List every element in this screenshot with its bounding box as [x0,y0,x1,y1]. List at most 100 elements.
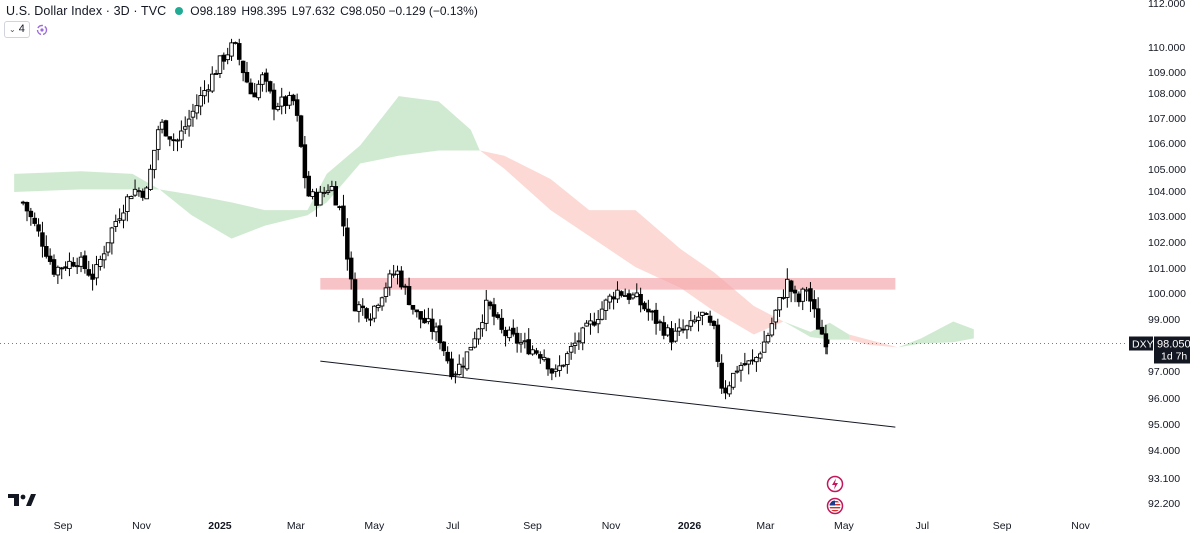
candle [750,349,755,365]
indicator-swirl-icon[interactable] [36,24,48,36]
candle [480,314,485,337]
candle-body [758,353,763,359]
candle [754,356,759,372]
support-trendline[interactable] [320,360,896,428]
low-value: 97.632 [298,4,336,18]
candle-body [140,190,146,198]
candle [20,200,26,206]
y-tick-label: 95.000 [1148,419,1180,431]
candle [383,282,389,303]
x-tick-label: Sep [523,520,542,532]
chart-legend[interactable]: U.S. Dollar Index · 3D · TVC O 98.189 H 98… [6,3,481,19]
indicators-toggle-button[interactable]: ⌄ 4 [4,21,30,38]
candle [553,364,558,378]
candle-body [144,187,149,200]
candle-body [437,325,443,344]
y-tick-label: 101.000 [1148,263,1186,275]
candle [121,204,126,229]
candle [271,83,277,121]
candle-body [260,74,265,85]
candle-body [649,310,655,313]
candle [206,84,211,103]
candle [40,221,45,258]
time-axis[interactable]: Sep Nov 2025 Mar May Jul Sep Nov 2026 Mar May Jul Se… [54,520,1091,532]
candle [213,69,219,75]
candle [24,201,30,222]
candle-body [28,210,34,218]
last-price-label: DXY 98.050 1d 7h [1129,336,1191,364]
candle [86,260,91,277]
candle-body [472,338,477,348]
candle [306,171,311,197]
candle-body [94,264,99,279]
candle [63,261,68,271]
candle [758,351,763,362]
candle [785,268,790,308]
price-axis[interactable]: 112.000 110.000 109.000 108.000 107.000 106.0… [1148,0,1186,510]
us-flag-event-icon[interactable] [826,497,844,515]
candle [167,136,173,147]
candle [696,311,701,332]
candle-body [402,285,408,288]
candle-body [175,139,180,142]
candle-body [329,186,335,191]
candle-body [715,324,721,362]
candle-body [680,328,686,331]
candle [229,38,234,61]
symbol-title[interactable]: U.S. Dollar Index · 3D · TVC [6,4,167,18]
candle [580,326,585,351]
candle-body [341,205,346,227]
candle [611,291,616,310]
candle [534,347,539,356]
candle [256,80,261,101]
candle-body [105,242,111,253]
candle [746,360,751,375]
x-tick-label: Nov [132,520,151,532]
candle [325,184,331,195]
candle-body [796,293,802,303]
candle [518,332,524,353]
candle-body [267,81,273,92]
candle [495,312,501,320]
candle [244,61,250,84]
candle-body [298,115,304,147]
candle-body [800,288,805,302]
candle-body [433,326,439,333]
candle [426,307,431,325]
candle-body [460,365,466,368]
candle [530,345,535,356]
y-tick-label: 99.000 [1148,314,1180,326]
candle-body [738,364,744,371]
candle-body [468,346,474,351]
indicator-toolbar: ⌄ 4 [4,21,48,38]
candle-body [750,359,755,362]
y-tick-label: 105.000 [1148,164,1186,176]
candle-body [360,305,366,309]
candle-body [657,321,663,324]
candle-body [36,224,41,232]
candle [109,226,115,255]
candle [491,297,497,326]
candle-body [530,349,535,355]
resistance-zone[interactable] [320,277,896,290]
candle-body [44,246,49,257]
candle-body [109,227,115,244]
candle [777,296,782,317]
close-label: C [340,4,349,18]
candle [364,307,369,322]
x-tick-label: 2025 [208,520,232,532]
trendline-path [320,360,896,428]
candle-body [676,327,682,332]
close-value: 98.050 [348,4,386,18]
lightning-event-icon[interactable] [826,475,844,493]
candle-body [248,82,254,95]
candle-body [74,265,80,268]
candle [595,310,601,334]
candle [318,185,323,206]
candle [28,207,34,226]
candle-body [422,317,427,324]
candle [769,317,775,338]
tradingview-logo-icon[interactable] [8,492,36,508]
candle [673,323,678,343]
